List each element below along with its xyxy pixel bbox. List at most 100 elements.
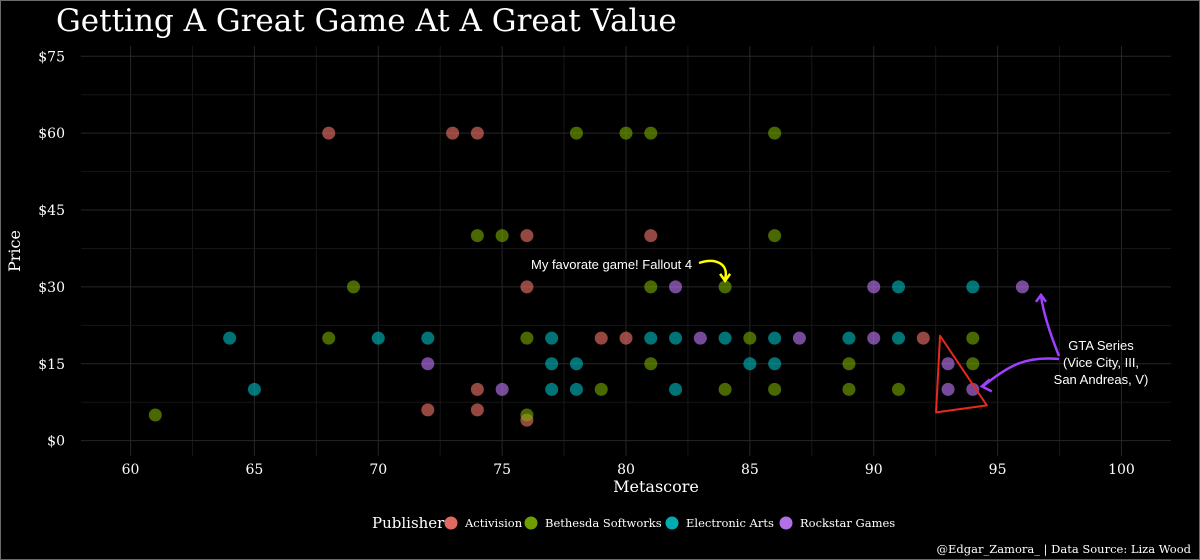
annotation-arrowhead-gta xyxy=(979,378,993,393)
chart-title: Getting A Great Game At A Great Value xyxy=(56,3,677,39)
data-point-bethesda-softworks xyxy=(520,331,534,345)
data-point-electronic-arts xyxy=(842,331,856,345)
annotation-arrow-gta xyxy=(982,357,1060,388)
data-point-electronic-arts xyxy=(768,357,782,371)
data-point-electronic-arts xyxy=(892,280,905,294)
x-tick-label: 80 xyxy=(617,462,635,478)
legend-key xyxy=(444,516,458,530)
data-point-electronic-arts xyxy=(892,331,905,345)
y-tick-label: $15 xyxy=(38,357,65,373)
data-point-electronic-arts xyxy=(247,382,261,396)
data-point-rockstar-games xyxy=(941,357,955,371)
data-point-rockstar-games xyxy=(669,280,683,294)
data-point-bethesda-softworks xyxy=(842,357,856,371)
y-tick-label: $75 xyxy=(38,49,65,65)
data-point-electronic-arts xyxy=(644,331,658,345)
data-point-activision xyxy=(594,331,608,345)
data-point-bethesda-softworks xyxy=(966,357,980,371)
annotation-arrowhead-fallout xyxy=(719,273,732,284)
data-point-bethesda-softworks xyxy=(495,229,509,243)
annotation-fallout: My favorate game! Fallout 4 xyxy=(531,257,692,272)
caption: @Edgar_Zamora_ | Data Source: Liza Wood xyxy=(936,542,1191,557)
data-point-bethesda-softworks xyxy=(718,280,732,294)
data-point-activision xyxy=(619,331,633,345)
legend-key xyxy=(665,516,679,530)
data-point-activision xyxy=(520,229,534,243)
legend-key xyxy=(779,516,793,530)
x-tick-label: 90 xyxy=(865,462,883,478)
x-tick-label: 70 xyxy=(369,462,387,478)
x-tick-label: 75 xyxy=(493,462,511,478)
data-point-electronic-arts xyxy=(545,357,559,371)
data-point-electronic-arts xyxy=(371,331,385,345)
legend-label: Bethesda Softworks xyxy=(545,516,662,530)
legend-key xyxy=(524,516,538,530)
data-point-bethesda-softworks xyxy=(569,126,583,140)
data-point-bethesda-softworks xyxy=(718,382,732,396)
data-point-activision xyxy=(470,403,484,417)
data-point-activision xyxy=(421,403,435,417)
annotation-arrow-fallout xyxy=(698,259,728,280)
data-point-rockstar-games xyxy=(867,280,881,294)
data-point-rockstar-games xyxy=(941,382,955,396)
data-point-activision xyxy=(470,126,484,140)
data-point-bethesda-softworks xyxy=(644,126,658,140)
data-point-activision xyxy=(470,382,484,396)
y-tick-label: $60 xyxy=(38,126,65,142)
data-point-bethesda-softworks xyxy=(644,357,658,371)
data-point-bethesda-softworks xyxy=(842,382,856,396)
x-tick-label: 60 xyxy=(122,462,140,478)
data-point-electronic-arts xyxy=(768,331,782,345)
data-point-bethesda-softworks xyxy=(768,382,782,396)
y-tick-label: $0 xyxy=(47,434,65,450)
legend-label: Activision xyxy=(464,516,523,530)
legend-label: Rockstar Games xyxy=(800,516,895,530)
data-point-bethesda-softworks xyxy=(322,331,336,345)
data-point-bethesda-softworks xyxy=(619,126,633,140)
x-tick-label: 100 xyxy=(1108,462,1135,478)
data-point-bethesda-softworks xyxy=(768,126,782,140)
data-point-activision xyxy=(322,126,336,140)
annotation-arrow-gta-v xyxy=(1039,295,1061,357)
legend-title: Publisher xyxy=(372,514,445,532)
annotation-arrowhead-gta-v xyxy=(1034,292,1048,303)
data-point-rockstar-games xyxy=(792,331,806,345)
data-point-electronic-arts xyxy=(743,357,757,371)
data-point-bethesda-softworks xyxy=(768,229,782,243)
x-tick-label: 85 xyxy=(741,462,759,478)
data-point-rockstar-games xyxy=(1015,280,1029,294)
data-point-bethesda-softworks xyxy=(470,229,484,243)
data-point-electronic-arts xyxy=(545,331,559,345)
x-tick-label: 95 xyxy=(989,462,1007,478)
y-tick-label: $45 xyxy=(38,203,65,219)
data-point-bethesda-softworks xyxy=(966,331,980,345)
data-point-electronic-arts xyxy=(669,382,683,396)
data-point-activision xyxy=(916,331,930,345)
data-point-electronic-arts xyxy=(569,382,583,396)
legend-label: Electronic Arts xyxy=(686,516,774,530)
data-point-bethesda-softworks xyxy=(520,408,534,422)
data-point-bethesda-softworks xyxy=(892,382,905,396)
data-point-rockstar-games xyxy=(421,357,435,371)
data-point-bethesda-softworks xyxy=(347,280,360,294)
data-point-electronic-arts xyxy=(421,331,435,345)
annotation-gta-line: (Vice City, III, xyxy=(1063,355,1139,370)
data-point-activision xyxy=(446,126,460,140)
data-point-rockstar-games xyxy=(495,382,509,396)
data-point-rockstar-games xyxy=(867,331,881,345)
data-point-electronic-arts xyxy=(545,382,559,396)
y-axis-title: Price xyxy=(5,230,24,272)
data-point-electronic-arts xyxy=(223,331,237,345)
data-point-electronic-arts xyxy=(718,331,732,345)
data-point-activision xyxy=(644,229,658,243)
highlight-triangle xyxy=(935,334,988,414)
data-point-bethesda-softworks xyxy=(743,331,757,345)
data-point-rockstar-games xyxy=(966,382,980,396)
x-axis-title: Metascore xyxy=(613,477,699,496)
y-tick-label: $30 xyxy=(38,280,65,296)
x-tick-label: 65 xyxy=(245,462,263,478)
annotation-gta-line: GTA Series xyxy=(1068,338,1134,353)
data-point-electronic-arts xyxy=(669,331,683,345)
